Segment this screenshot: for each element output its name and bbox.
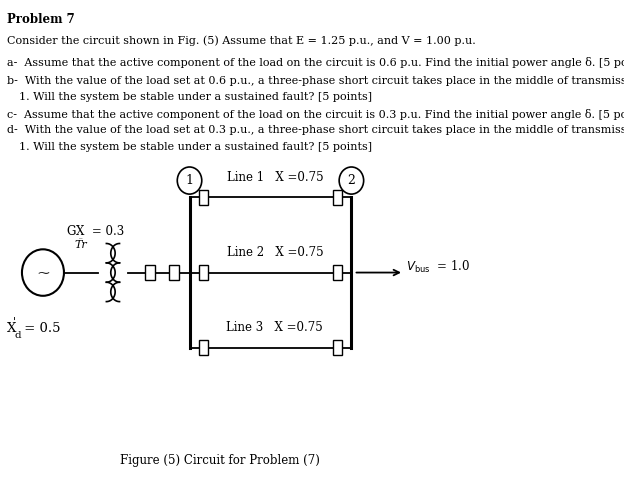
Text: ': ' xyxy=(12,317,16,327)
Text: 1: 1 xyxy=(185,174,193,187)
Text: X  = 0.3: X = 0.3 xyxy=(76,225,124,238)
Bar xyxy=(169,265,179,280)
Text: b-  With the value of the load set at 0.6 p.u., a three-phase short circuit take: b- With the value of the load set at 0.6… xyxy=(7,76,624,87)
Text: d-  With the value of the load set at 0.3 p.u., a three-phase short circuit take: d- With the value of the load set at 0.3… xyxy=(7,125,624,135)
Bar xyxy=(333,340,342,355)
Bar xyxy=(333,265,342,280)
Text: G: G xyxy=(66,225,76,238)
Bar xyxy=(198,340,208,355)
Circle shape xyxy=(22,249,64,296)
Bar xyxy=(198,190,208,205)
Text: Figure (5) Circuit for Problem (7): Figure (5) Circuit for Problem (7) xyxy=(120,454,320,467)
Bar xyxy=(198,265,208,280)
Bar xyxy=(145,265,155,280)
Text: c-  Assume that the active component of the load on the circuit is 0.3 p.u. Find: c- Assume that the active component of t… xyxy=(7,109,624,120)
Text: a-  Assume that the active component of the load on the circuit is 0.6 p.u. Find: a- Assume that the active component of t… xyxy=(7,57,624,68)
Circle shape xyxy=(339,167,364,194)
Text: 1. Will the system be stable under a sustained fault? [5 points]: 1. Will the system be stable under a sus… xyxy=(19,93,372,102)
Text: 2: 2 xyxy=(348,174,355,187)
Text: _: _ xyxy=(79,231,83,240)
Text: 1. Will the system be stable under a sustained fault? [5 points]: 1. Will the system be stable under a sus… xyxy=(19,142,372,152)
Text: Consider the circuit shown in Fig. (5) Assume that E = 1.25 p.u., and V = 1.00 p: Consider the circuit shown in Fig. (5) A… xyxy=(7,35,475,46)
Text: Tr: Tr xyxy=(75,241,87,250)
Text: d: d xyxy=(14,331,21,340)
Text: ~: ~ xyxy=(36,264,50,281)
Text: Problem 7: Problem 7 xyxy=(7,14,74,26)
Bar xyxy=(333,190,342,205)
Text: $V_{\mathrm{bus}}$  = 1.0: $V_{\mathrm{bus}}$ = 1.0 xyxy=(406,259,470,275)
Text: X: X xyxy=(7,322,16,335)
Text: Line 3   X =0.75: Line 3 X =0.75 xyxy=(227,321,323,334)
Text: Line 1   X =0.75: Line 1 X =0.75 xyxy=(227,171,323,184)
Circle shape xyxy=(177,167,202,194)
Text: Line 2   X =0.75: Line 2 X =0.75 xyxy=(227,246,323,259)
Text: = 0.5: = 0.5 xyxy=(20,322,61,335)
